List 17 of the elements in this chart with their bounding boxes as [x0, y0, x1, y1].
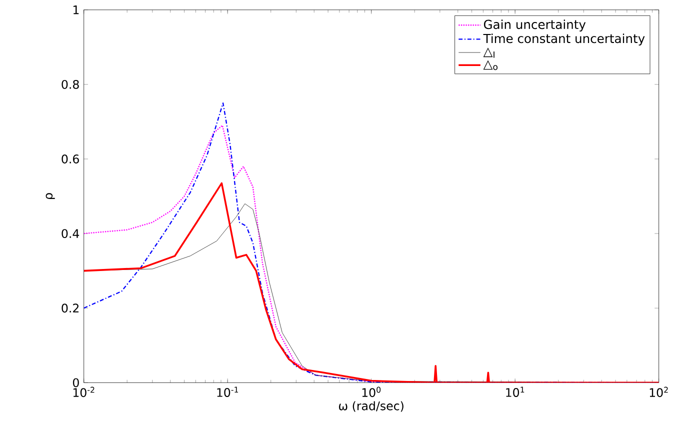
- y-tick-label: 0.8: [62, 80, 79, 89]
- y-tick-label: 0.6: [62, 154, 79, 164]
- x-tick-label: 10$^{1}$: [506, 386, 524, 398]
- y-tick-label: 0.4: [62, 229, 80, 238]
- x-tick-label: 10$^{-1}$: [217, 386, 238, 398]
- legend-label: △$_{I}$: [483, 48, 494, 58]
- x-tick-label: 10$^{-2}$: [73, 386, 94, 398]
- x-tick-label: 10$^{0}$: [362, 386, 381, 398]
- x-axis-title: ω (rad/sec): [338, 401, 404, 412]
- x-tick-label: 10$^{2}$: [650, 386, 668, 398]
- legend-label: △$_{o}$: [483, 60, 498, 70]
- legend-label: Gain uncertainty: [484, 20, 586, 32]
- legend-label: Time constant uncertainty: [483, 34, 645, 46]
- y-tick-label: 1: [73, 6, 79, 14]
- y-axis-title: ρ: [46, 193, 55, 200]
- y-tick-label: 0: [72, 378, 79, 388]
- y-tick-label: 0.2: [62, 304, 79, 313]
